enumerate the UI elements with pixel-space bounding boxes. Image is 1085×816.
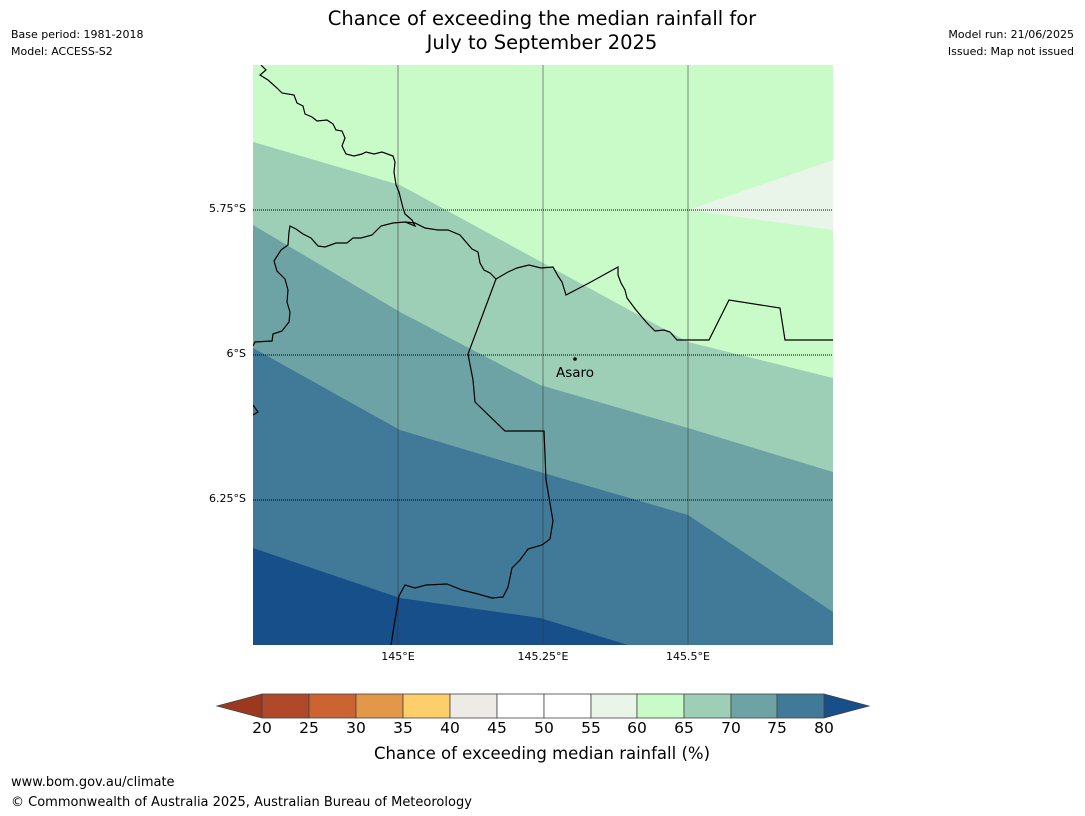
colorbar-title: Chance of exceeding median rainfall (%) — [373, 744, 711, 763]
lat-label-6-25s: 6.25°S — [209, 492, 246, 505]
metadata-left: Base period: 1981-2018 Model: ACCESS-S2 — [11, 26, 143, 60]
colorbar-bin-70 — [730, 693, 778, 719]
map-title: Chance of exceeding the median rainfall … — [242, 7, 842, 55]
title-line-2: July to September 2025 — [426, 31, 658, 54]
probability-map — [253, 65, 833, 645]
colorbar — [215, 693, 871, 719]
colorbar-bin-20 — [261, 693, 310, 719]
lat-label-5-75s: 5.75°S — [209, 202, 246, 215]
colorbar-tick: 25 — [299, 719, 319, 737]
colorbar-tick: 40 — [440, 719, 460, 737]
colorbar-bin-35 — [402, 693, 451, 719]
colorbar-bin-30 — [355, 693, 404, 719]
colorbar-bin-45 — [496, 693, 545, 719]
colorbar-bin-65 — [683, 693, 732, 719]
footer-url: www.bom.gov.au/climate — [11, 775, 175, 790]
colorbar-bin-25 — [308, 693, 357, 719]
colorbar-over-arrow — [823, 693, 871, 719]
asaro-town-marker — [573, 357, 577, 361]
zone-55-60 — [688, 160, 833, 230]
footer-copyright: © Commonwealth of Australia 2025, Austra… — [11, 795, 472, 810]
parallels — [253, 209, 833, 501]
issued-text: Issued: Map not issued — [947, 45, 1074, 58]
colorbar-tick: 75 — [767, 719, 787, 737]
colorbar-bin-40 — [449, 693, 498, 719]
colorbar-tick: 65 — [674, 719, 694, 737]
model-text: Model: ACCESS-S2 — [11, 45, 113, 58]
colorbar-tick: 70 — [721, 719, 741, 737]
colorbar-tick: 60 — [627, 719, 647, 737]
province-boundaries — [253, 65, 833, 645]
colorbar-tick: 45 — [487, 719, 507, 737]
colorbar-bin-75 — [776, 693, 825, 719]
colorbar-tick: 80 — [814, 719, 834, 737]
colorbar-bin-55 — [590, 693, 638, 719]
colorbar-bin-60 — [636, 693, 685, 719]
zone-above-80 — [253, 548, 628, 645]
lon-label-145e: 145°E — [381, 650, 415, 663]
model-run-text: Model run: 21/06/2025 — [948, 28, 1074, 41]
colorbar-under-arrow — [215, 693, 263, 719]
colorbar-tick: 30 — [346, 719, 366, 737]
title-line-1: Chance of exceeding the median rainfall … — [327, 7, 757, 30]
colorbar-tick: 20 — [252, 719, 272, 737]
metadata-right: Model run: 21/06/2025 Issued: Map not is… — [948, 26, 1074, 60]
lon-label-145-5e: 145.5°E — [666, 650, 710, 663]
colorbar-bin-50 — [543, 693, 592, 719]
place-label-asaro: Asaro — [556, 365, 595, 381]
base-period-text: Base period: 1981-2018 — [11, 28, 144, 41]
lon-label-145-25e: 145.25°E — [517, 650, 569, 663]
colorbar-tick: 55 — [581, 719, 601, 737]
colorbar-tick: 50 — [534, 719, 554, 737]
lat-label-6s: 6°S — [226, 347, 246, 360]
colorbar-tick: 35 — [393, 719, 413, 737]
